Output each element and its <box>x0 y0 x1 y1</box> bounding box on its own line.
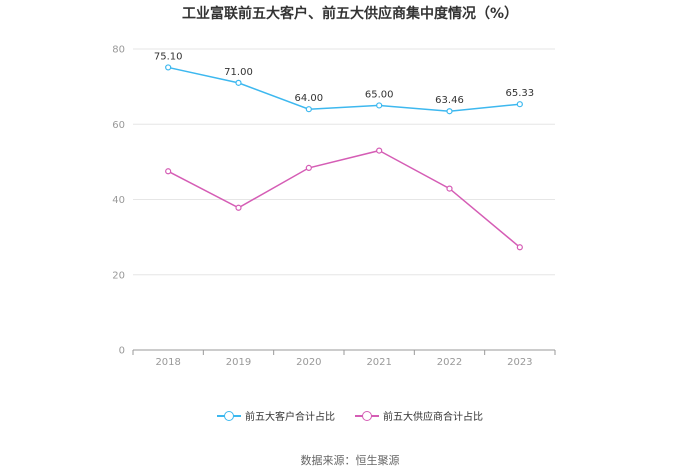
data-source: 数据来源：恒生聚源 <box>300 454 400 467</box>
legend-item-suppliers[interactable]: 前五大供应商合计占比 <box>355 408 483 423</box>
legend-item-customers[interactable]: 前五大客户合计占比 <box>217 408 335 423</box>
y-tick-label: 60 <box>112 120 125 131</box>
data-label: 75.10 <box>154 51 183 62</box>
series-line <box>168 66 520 112</box>
legend-swatch-customers-icon <box>217 410 241 421</box>
y-axis: 0 20 40 60 80 <box>112 45 125 357</box>
data-point <box>165 168 172 175</box>
grid-lines <box>133 48 555 276</box>
legend-swatch-suppliers-icon <box>355 410 379 421</box>
x-tick-label: 2019 <box>226 357 251 368</box>
data-point <box>516 244 523 251</box>
data-point <box>305 164 312 171</box>
data-point <box>446 108 453 115</box>
data-point <box>235 204 242 211</box>
data-point <box>305 106 312 113</box>
data-point <box>376 147 383 154</box>
y-tick-label: 80 <box>112 45 125 56</box>
x-tick-label: 2020 <box>296 357 321 368</box>
chart-title: 工业富联前五大客户、前五大供应商集中度情况（%） <box>181 6 519 22</box>
legend-label-customers: 前五大客户合计占比 <box>245 412 335 423</box>
data-point <box>235 79 242 86</box>
legend-label-suppliers: 前五大供应商合计占比 <box>383 412 483 423</box>
data-point <box>376 102 383 109</box>
x-axis: 2018 2019 2020 2021 2022 2023 <box>132 349 556 368</box>
data-point <box>165 64 172 71</box>
series-line <box>167 149 521 248</box>
legend: 前五大客户合计占比 前五大供应商合计占比 <box>0 408 700 423</box>
y-tick-label: 40 <box>112 195 125 206</box>
data-point <box>446 185 453 192</box>
data-label: 64.00 <box>295 93 324 104</box>
x-tick-label: 2018 <box>155 357 180 368</box>
data-label: 71.00 <box>224 67 253 78</box>
y-tick-label: 20 <box>112 270 125 281</box>
data-label: 63.46 <box>435 95 464 106</box>
x-tick-label: 2023 <box>507 357 532 368</box>
x-tick-label: 2021 <box>366 357 391 368</box>
data-point <box>516 101 523 108</box>
x-tick-label: 2022 <box>437 357 462 368</box>
data-label: 65.33 <box>506 88 535 99</box>
data-label: 65.00 <box>365 89 394 100</box>
y-tick-label: 0 <box>119 346 125 357</box>
series-group: 75.10 71.00 64.00 65.00 63.46 65.33 <box>154 51 535 251</box>
